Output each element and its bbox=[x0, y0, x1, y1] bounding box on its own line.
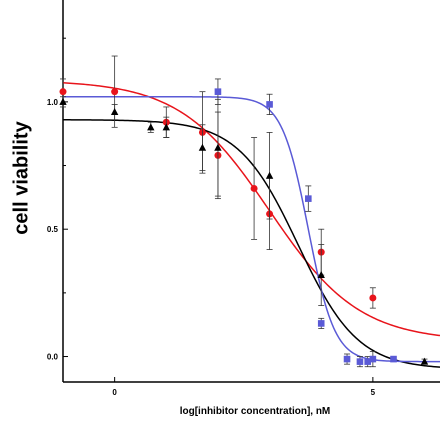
x-tick-label: 5 bbox=[371, 388, 376, 397]
fit-curve-series-0 bbox=[62, 82, 440, 337]
data-point-series-1 bbox=[214, 143, 222, 151]
data-point-series-2 bbox=[305, 195, 312, 202]
y-tick-label: 0.0 bbox=[47, 353, 59, 362]
x-axis-label: log[inhibitor concentration], nM bbox=[179, 406, 331, 417]
y-tick-label: 1.0 bbox=[47, 98, 59, 107]
x-tick-label: 0 bbox=[112, 388, 117, 397]
data-point-series-1 bbox=[198, 143, 207, 151]
data-point-series-0 bbox=[369, 294, 377, 302]
data-point-series-2 bbox=[266, 101, 273, 108]
data-point-series-2 bbox=[343, 355, 351, 363]
data-point-series-1 bbox=[162, 123, 170, 131]
data-point-series-0 bbox=[250, 184, 258, 192]
data-point-series-1 bbox=[265, 171, 274, 179]
y-tick-label: 0.5 bbox=[47, 225, 59, 234]
data-point-series-1 bbox=[59, 97, 67, 105]
data-point-series-0 bbox=[111, 88, 119, 96]
data-point-series-2 bbox=[356, 358, 364, 365]
data-point-series-2 bbox=[214, 88, 222, 95]
data-point-series-2 bbox=[369, 355, 377, 363]
y-axis-label: cell viability bbox=[10, 121, 33, 235]
fit-curve-series-2 bbox=[63, 96, 440, 363]
data-point-series-2 bbox=[364, 358, 371, 365]
data-point-series-1 bbox=[147, 123, 155, 131]
data-point-series-2 bbox=[317, 320, 325, 327]
data-point-series-1 bbox=[110, 108, 119, 116]
fit-curve-series-1 bbox=[62, 119, 440, 368]
data-point-series-1 bbox=[420, 357, 429, 365]
data-point-series-2 bbox=[390, 355, 397, 363]
data-point-series-1 bbox=[317, 271, 325, 279]
data-point-series-0 bbox=[59, 88, 67, 96]
